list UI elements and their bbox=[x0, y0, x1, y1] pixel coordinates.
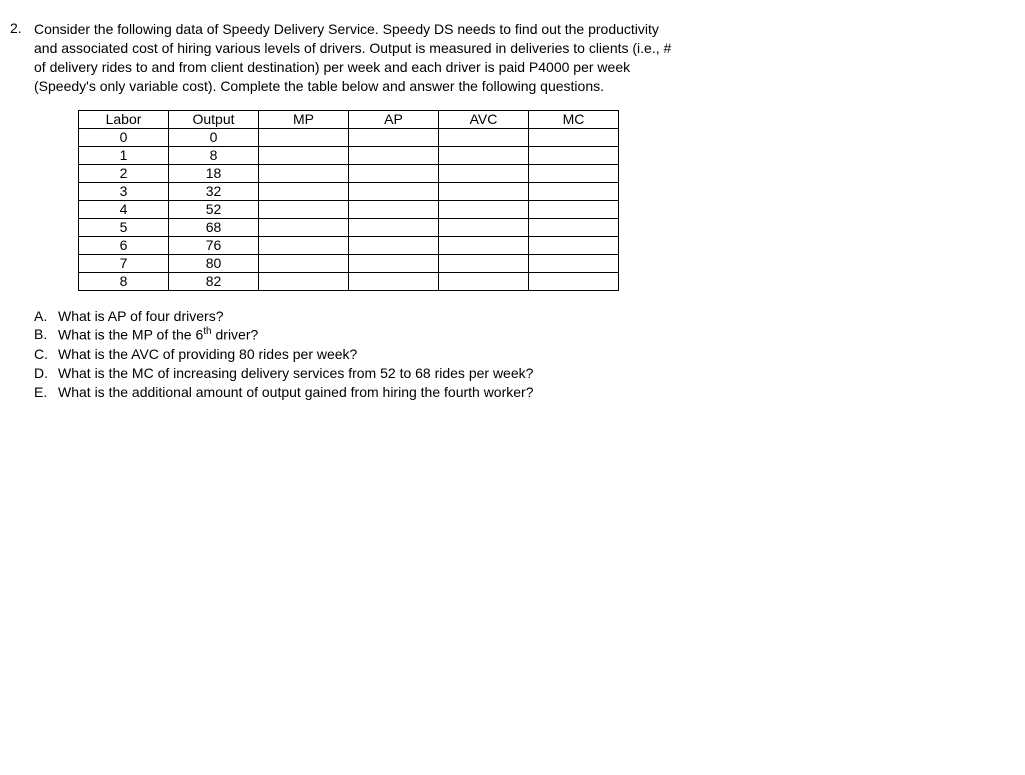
table-cell: 52 bbox=[169, 200, 259, 218]
table-cell bbox=[529, 182, 619, 200]
table-cell bbox=[529, 218, 619, 236]
sub-question-item: C.What is the AVC of providing 80 rides … bbox=[34, 345, 1015, 364]
table-cell: 68 bbox=[169, 218, 259, 236]
table-row: 568 bbox=[79, 218, 619, 236]
table-cell bbox=[529, 254, 619, 272]
table-row: 332 bbox=[79, 182, 619, 200]
table-cell: 6 bbox=[79, 236, 169, 254]
sub-question-letter: B. bbox=[34, 325, 58, 345]
table-row: 676 bbox=[79, 236, 619, 254]
table-header: LaborOutputMPAPAVCMC bbox=[79, 110, 619, 128]
table-cell bbox=[349, 128, 439, 146]
table-cell bbox=[529, 236, 619, 254]
table-cell bbox=[529, 272, 619, 290]
table-cell bbox=[259, 146, 349, 164]
table-row: 00 bbox=[79, 128, 619, 146]
table-cell bbox=[439, 182, 529, 200]
table-row: 452 bbox=[79, 200, 619, 218]
table-cell bbox=[439, 254, 529, 272]
table-cell bbox=[349, 200, 439, 218]
table-cell: 0 bbox=[169, 128, 259, 146]
table-header-row: LaborOutputMPAPAVCMC bbox=[79, 110, 619, 128]
table-cell: 2 bbox=[79, 164, 169, 182]
question-number: 2. bbox=[10, 20, 34, 36]
table-cell bbox=[259, 200, 349, 218]
table-header-cell: Output bbox=[169, 110, 259, 128]
table-cell bbox=[439, 272, 529, 290]
table-header-cell: MC bbox=[529, 110, 619, 128]
table-cell bbox=[349, 254, 439, 272]
table-cell: 32 bbox=[169, 182, 259, 200]
sub-question-item: A.What is AP of four drivers? bbox=[34, 307, 1015, 326]
table-row: 218 bbox=[79, 164, 619, 182]
table-cell bbox=[439, 146, 529, 164]
sub-question-item: B.What is the MP of the 6th driver? bbox=[34, 325, 1015, 345]
table-header-cell: AP bbox=[349, 110, 439, 128]
table-cell bbox=[529, 128, 619, 146]
table-cell bbox=[529, 164, 619, 182]
table-cell bbox=[259, 164, 349, 182]
sub-question-letter: A. bbox=[34, 307, 58, 326]
question-container: 2. Consider the following data of Speedy… bbox=[10, 20, 1015, 402]
table-cell: 7 bbox=[79, 254, 169, 272]
question-text: Consider the following data of Speedy De… bbox=[34, 20, 674, 96]
sub-question-item: E.What is the additional amount of outpu… bbox=[34, 383, 1015, 402]
table-cell bbox=[349, 236, 439, 254]
table-cell bbox=[439, 128, 529, 146]
table-body: 0018218332452568676780882 bbox=[79, 128, 619, 290]
table-header-cell: AVC bbox=[439, 110, 529, 128]
table-row: 882 bbox=[79, 272, 619, 290]
table-cell bbox=[349, 146, 439, 164]
table-cell bbox=[259, 254, 349, 272]
sub-question-letter: C. bbox=[34, 345, 58, 364]
sub-question-text: What is the MC of increasing delivery se… bbox=[58, 364, 533, 383]
table-cell: 18 bbox=[169, 164, 259, 182]
sub-question-item: D.What is the MC of increasing delivery … bbox=[34, 364, 1015, 383]
table-cell: 1 bbox=[79, 146, 169, 164]
table-header-cell: MP bbox=[259, 110, 349, 128]
table-cell: 8 bbox=[169, 146, 259, 164]
table-container: LaborOutputMPAPAVCMC 0018218332452568676… bbox=[78, 110, 1015, 291]
table-cell: 80 bbox=[169, 254, 259, 272]
table-row: 18 bbox=[79, 146, 619, 164]
table-cell bbox=[349, 182, 439, 200]
table-cell bbox=[349, 164, 439, 182]
table-cell: 8 bbox=[79, 272, 169, 290]
table-cell: 82 bbox=[169, 272, 259, 290]
table-cell bbox=[259, 236, 349, 254]
table-cell bbox=[349, 272, 439, 290]
table-cell: 0 bbox=[79, 128, 169, 146]
table-cell bbox=[259, 182, 349, 200]
table-cell bbox=[439, 236, 529, 254]
data-table: LaborOutputMPAPAVCMC 0018218332452568676… bbox=[78, 110, 619, 291]
table-row: 780 bbox=[79, 254, 619, 272]
table-cell bbox=[349, 218, 439, 236]
table-cell bbox=[529, 200, 619, 218]
sub-question-letter: D. bbox=[34, 364, 58, 383]
table-cell: 76 bbox=[169, 236, 259, 254]
sub-question-text: What is AP of four drivers? bbox=[58, 307, 223, 326]
table-cell bbox=[439, 218, 529, 236]
table-cell bbox=[439, 164, 529, 182]
table-cell bbox=[259, 128, 349, 146]
sub-question-text: What is the AVC of providing 80 rides pe… bbox=[58, 345, 357, 364]
table-cell bbox=[259, 272, 349, 290]
question-body: Consider the following data of Speedy De… bbox=[34, 20, 1015, 402]
table-cell: 3 bbox=[79, 182, 169, 200]
sub-questions-list: A.What is AP of four drivers?B.What is t… bbox=[34, 307, 1015, 402]
table-cell bbox=[529, 146, 619, 164]
sub-question-text: What is the additional amount of output … bbox=[58, 383, 534, 402]
table-cell bbox=[259, 218, 349, 236]
table-cell bbox=[439, 200, 529, 218]
sub-question-letter: E. bbox=[34, 383, 58, 402]
table-cell: 4 bbox=[79, 200, 169, 218]
sub-question-text: What is the MP of the 6th driver? bbox=[58, 325, 258, 345]
table-header-cell: Labor bbox=[79, 110, 169, 128]
table-cell: 5 bbox=[79, 218, 169, 236]
